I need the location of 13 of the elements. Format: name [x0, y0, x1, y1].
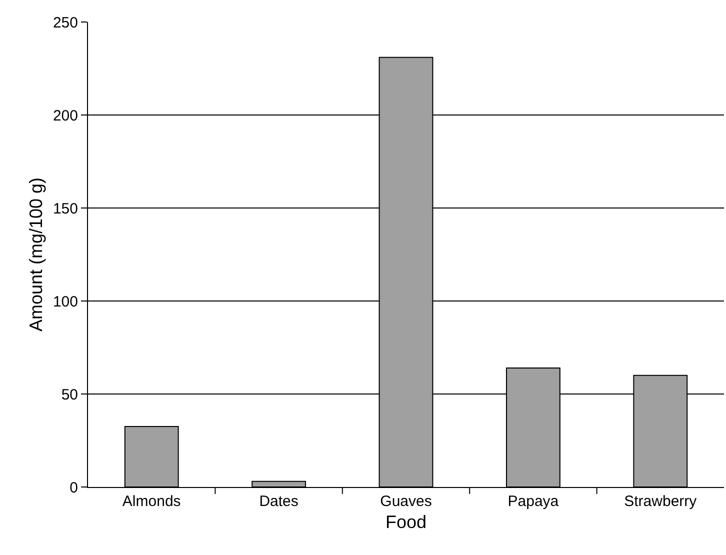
x-tick-label: Guaves [380, 493, 432, 510]
y-tick-label: 150 [52, 200, 78, 218]
y-axis-title: Amount (mg/100 g) [26, 177, 46, 332]
y-tick-label: 250 [52, 14, 78, 32]
y-tick-label: 100 [52, 293, 78, 310]
y-tick-label: 0 [70, 479, 78, 496]
x-tick-label: Strawberry [624, 493, 698, 510]
x-tick-label: Dates [259, 493, 298, 510]
y-tick-label: 200 [52, 107, 78, 124]
x-axis-title: Food [385, 512, 427, 532]
x-tick-label: Papaya [508, 493, 560, 510]
y-tick-label: 50 [61, 386, 78, 404]
x-tick-label: Almonds [122, 493, 181, 510]
